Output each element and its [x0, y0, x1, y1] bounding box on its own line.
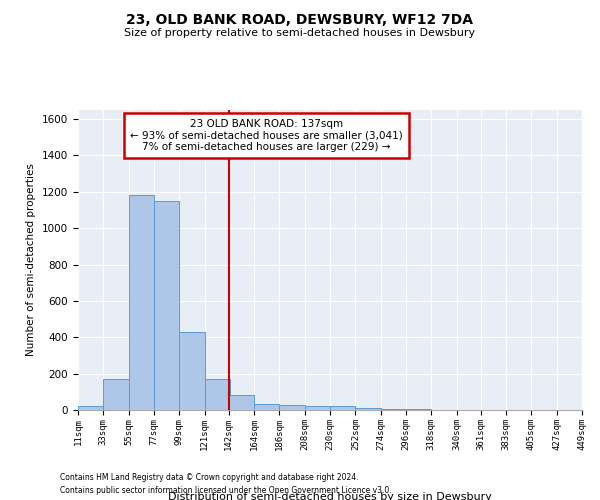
X-axis label: Distribution of semi-detached houses by size in Dewsbury: Distribution of semi-detached houses by …: [168, 492, 492, 500]
Bar: [229, 396, 254, 410]
Text: 23, OLD BANK ROAD, DEWSBURY, WF12 7DA: 23, OLD BANK ROAD, DEWSBURY, WF12 7DA: [127, 12, 473, 26]
Bar: [128, 196, 154, 410]
Bar: [254, 404, 280, 410]
Text: 23 OLD BANK ROAD: 137sqm
← 93% of semi-detached houses are smaller (3,041)
7% of: 23 OLD BANK ROAD: 137sqm ← 93% of semi-d…: [130, 119, 403, 152]
Bar: [154, 201, 179, 410]
Text: Contains HM Land Registry data © Crown copyright and database right 2024.: Contains HM Land Registry data © Crown c…: [60, 474, 359, 482]
Text: Contains public sector information licensed under the Open Government Licence v3: Contains public sector information licen…: [60, 486, 392, 495]
Bar: [205, 379, 230, 410]
Bar: [179, 332, 205, 410]
Bar: [78, 406, 103, 410]
Bar: [330, 406, 355, 410]
Bar: [355, 408, 380, 410]
Bar: [305, 406, 330, 410]
Text: Size of property relative to semi-detached houses in Dewsbury: Size of property relative to semi-detach…: [124, 28, 476, 38]
Bar: [103, 379, 128, 410]
Bar: [280, 406, 305, 410]
Y-axis label: Number of semi-detached properties: Number of semi-detached properties: [26, 164, 37, 356]
Bar: [380, 409, 406, 410]
